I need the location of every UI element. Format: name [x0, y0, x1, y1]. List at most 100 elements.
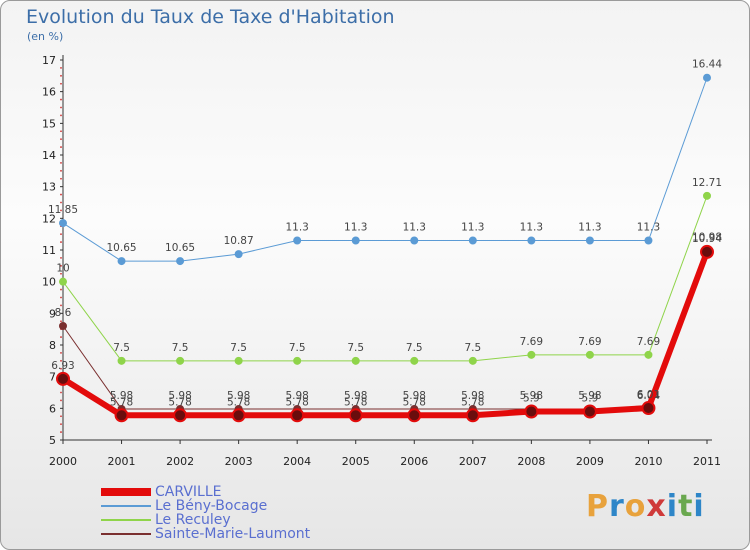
data-point: [290, 408, 305, 423]
data-point: [231, 408, 246, 423]
data-label: 10.65: [107, 242, 137, 254]
legend-swatch: [101, 519, 151, 521]
y-minor-dot: [60, 193, 62, 196]
legend-label: Le Bény-Bocage: [155, 498, 268, 514]
data-label: 5.78: [461, 396, 484, 408]
data-point: [176, 356, 185, 365]
y-tick-label: 9: [49, 307, 56, 320]
data-point: [293, 236, 302, 245]
data-label: 7.5: [289, 342, 306, 354]
data-label: 11.3: [285, 222, 308, 234]
data-label: 5.78: [403, 396, 426, 408]
x-tick-label: 2006: [400, 455, 428, 468]
data-label: 8.6: [55, 307, 72, 319]
data-point: [582, 404, 597, 419]
data-label: 5.98: [168, 390, 191, 402]
y-tick-label: 14: [42, 149, 56, 162]
data-point: [465, 408, 480, 423]
series-line-le-b-ny-bocage: [62, 77, 708, 262]
data-point: [641, 401, 656, 416]
data-label: 5.9: [523, 393, 540, 405]
y-minor-dot: [60, 257, 62, 259]
logo-letter: t: [678, 489, 694, 524]
data-point: [293, 356, 302, 365]
data-label: 5.78: [168, 396, 191, 408]
data-point: [114, 408, 129, 423]
data-label: 11.3: [403, 222, 426, 234]
y-minor-dot: [60, 138, 62, 141]
x-tick-label: 2007: [459, 455, 487, 468]
data-label: 12.71: [692, 177, 722, 189]
data-label: 16.44: [692, 59, 722, 71]
data-label: 7.69: [637, 336, 660, 348]
data-label: 5.98: [110, 390, 133, 402]
y-minor-dot: [60, 106, 62, 109]
data-point: [348, 408, 363, 423]
y-tick-label: 11: [42, 244, 56, 257]
y-minor-dot: [60, 98, 62, 101]
x-tick-label: 2009: [576, 455, 604, 468]
y-minor-dot: [60, 233, 62, 236]
data-label: 7.69: [520, 336, 543, 348]
y-minor-dot: [60, 162, 62, 164]
data-label: 11.85: [48, 204, 78, 216]
data-label: 10.65: [165, 242, 195, 254]
y-tick-label: 16: [42, 86, 56, 99]
data-label: 5.98: [227, 390, 250, 402]
y-minor-dot: [60, 82, 62, 85]
data-label: 11.3: [461, 222, 484, 234]
data-point: [117, 356, 126, 365]
data-label: 11.3: [344, 222, 367, 234]
y-minor-dot: [60, 288, 62, 291]
y-tick-label: 6: [49, 402, 56, 415]
y-minor-dot: [60, 320, 62, 323]
series-line-sainte-marie-laumont: [62, 250, 708, 410]
y-minor-dot: [60, 114, 62, 117]
legend-label: Sainte-Marie-Laumont: [155, 526, 311, 542]
logo-letter: r: [609, 489, 625, 524]
data-point: [585, 350, 594, 359]
series-line-le-reculey: [62, 195, 708, 362]
data-point: [700, 244, 714, 259]
data-label: 5.78: [285, 396, 308, 408]
y-minor-dot: [60, 415, 62, 418]
data-point: [59, 219, 67, 228]
y-tick-label: 15: [42, 117, 56, 130]
x-tick-label: 2008: [517, 455, 545, 468]
y-minor-dot: [60, 201, 62, 204]
y-minor-dot: [60, 209, 62, 212]
data-label: 10.98: [692, 232, 722, 244]
legend-swatch: [101, 505, 151, 507]
y-minor-dot: [60, 67, 62, 69]
legend-swatch: [101, 488, 151, 496]
y-tick-label: 12: [42, 212, 56, 225]
y-minor-dot: [60, 169, 62, 172]
chart-title: Evolution du Taux de Taxe d'Habitation: [26, 6, 395, 28]
data-label: 6.01: [637, 389, 660, 401]
y-minor-dot: [60, 296, 62, 299]
x-tick-label: 2001: [108, 455, 136, 468]
y-minor-dot: [60, 359, 62, 362]
logo-letter: i: [693, 489, 705, 524]
data-label: 7.5: [230, 342, 247, 354]
data-point: [234, 250, 243, 259]
data-label: 5.78: [344, 396, 367, 408]
data-label: 10: [56, 263, 69, 275]
y-minor-dot: [60, 264, 62, 267]
legend-label: Le Reculey: [155, 512, 231, 528]
data-label: 10.94: [692, 233, 722, 245]
data-label: 11.3: [637, 222, 660, 234]
x-tick-label: 2000: [49, 455, 77, 468]
data-point: [410, 236, 419, 245]
y-minor-dot: [60, 367, 62, 370]
series-line-carville: [61, 250, 710, 419]
data-point: [56, 371, 70, 386]
y-tick-label: 7: [49, 371, 56, 384]
data-point: [351, 356, 360, 365]
data-point: [585, 236, 594, 245]
y-tick-label: 13: [42, 181, 56, 194]
data-label: 7.5: [406, 342, 423, 354]
y-minor-dot: [60, 241, 62, 243]
y-tick-label: 8: [49, 339, 56, 352]
x-tick-label: 2010: [634, 455, 662, 468]
